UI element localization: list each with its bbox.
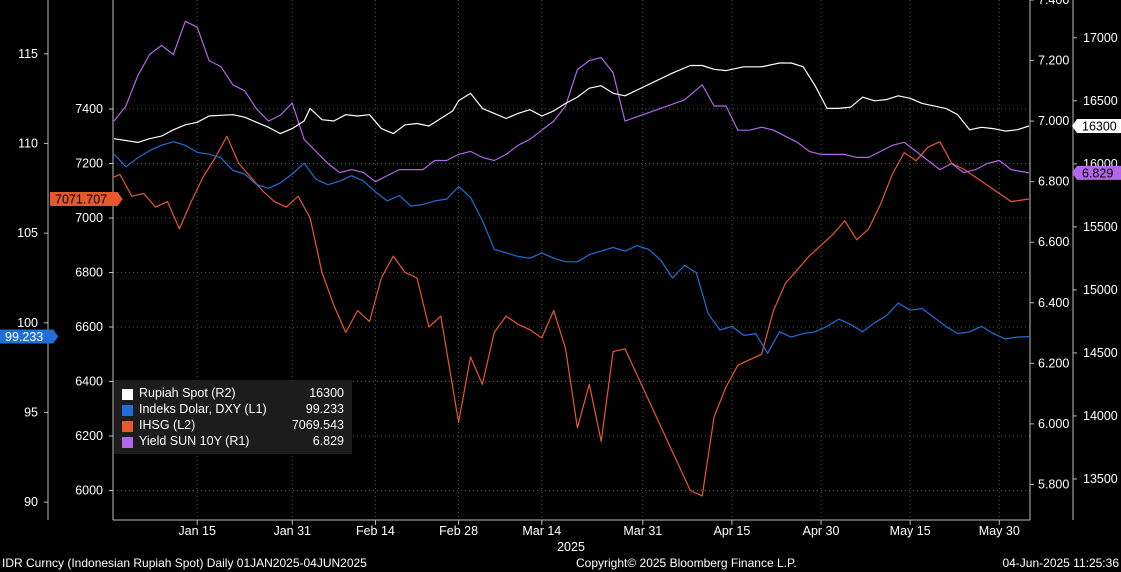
tick-label-l2: 7000 [75, 211, 103, 225]
last-value-tag: 6.829 [1072, 165, 1121, 180]
tick-label-l2: 6800 [75, 266, 103, 280]
tick-label-x: Apr 30 [803, 524, 840, 538]
chart-footer: IDR Curncy (Indonesian Rupiah Spot) Dail… [0, 555, 1121, 572]
tick-label-x: May 30 [979, 524, 1020, 538]
chart-series [113, 20, 1030, 497]
tick-label-l2: 7200 [75, 157, 103, 171]
tick-label-r2: 14000 [1083, 409, 1118, 423]
last-value-tag-shape [0, 329, 59, 344]
tick-label-l2: 6000 [75, 484, 103, 498]
legend-label: Rupiah Spot (R2) [139, 386, 236, 400]
tick-label-x: Mar 31 [623, 524, 662, 538]
last-value-tag-text: 16300 [1082, 120, 1117, 134]
legend-value: 99.233 [305, 402, 344, 416]
tick-label-x: Jan 15 [178, 524, 216, 538]
last-value-tag: 7071.707 [50, 192, 123, 207]
legend-swatch [122, 389, 133, 400]
legend-value: 16300 [309, 386, 344, 400]
tick-label-l1: 110 [18, 136, 38, 150]
tick-label-r1: 6.000 [1038, 417, 1069, 431]
tick-label-x: Feb 28 [439, 524, 478, 538]
legend-item-dxy: Indeks Dolar, DXY (L1) 99.233 [122, 402, 350, 418]
tick-label-l2: 7400 [75, 102, 103, 116]
legend-value: 7069.543 [291, 418, 344, 432]
tick-label-r2: 17000 [1083, 31, 1118, 45]
series-line-rupiah-spot-r2 [113, 62, 1030, 143]
series-line-ihsg-l2 [113, 135, 1030, 497]
tick-label-x: Apr 15 [714, 524, 751, 538]
chart-axes: 90 95 100 105 110 115 6000 6200 6400 6600 6800 7000… [17, 0, 1118, 554]
legend-item-ihsg: IHSG (L2) 7069.543 [122, 418, 350, 434]
tick-label-r1: 7.400 [1038, 0, 1069, 7]
tick-label-r2: 14500 [1083, 346, 1118, 360]
legend-label: Yield SUN 10Y (R1) [139, 434, 250, 448]
footer-security-info: IDR Curncy (Indonesian Rupiah Spot) Dail… [2, 556, 367, 570]
tick-label-l1: 95 [24, 405, 38, 419]
series-line-indeks-dolar-dxy-l1 [113, 141, 1030, 354]
last-value-tag-shape [1072, 165, 1121, 180]
tick-label-l1: 90 [24, 495, 38, 509]
last-value-tag-shape [1072, 119, 1121, 134]
tick-label-l2: 6400 [75, 375, 103, 389]
last-value-tag-text: 99.233 [5, 330, 43, 344]
last-value-tag: 16300 [1072, 119, 1121, 134]
tick-label-x: Jan 31 [273, 524, 311, 538]
tick-label-l2: 6600 [75, 320, 103, 334]
tick-label-l1: 100 [17, 316, 38, 330]
x-axis-year-label: 2025 [557, 540, 585, 554]
tick-label-l1: 115 [18, 47, 38, 61]
footer-timestamp: 04-Jun-2025 11:25:36 [1002, 556, 1119, 570]
tick-label-r2: 16500 [1083, 94, 1118, 108]
tick-label-r1: 7.000 [1038, 114, 1069, 128]
tick-label-x: Feb 14 [356, 524, 395, 538]
legend-item-rupiah-spot: Rupiah Spot (R2) 16300 [122, 386, 350, 402]
tick-label-l1: 105 [17, 226, 38, 240]
legend-value: 6.829 [312, 434, 344, 448]
legend-swatch [122, 405, 133, 416]
last-value-tag: 99.233 [0, 329, 59, 344]
tick-label-r2: 15000 [1083, 283, 1118, 297]
tick-label-r2: 13500 [1083, 472, 1118, 486]
tick-label-r1: 6.200 [1038, 356, 1069, 370]
chart-legend: Rupiah Spot (R2) 16300 Indeks Dolar, DXY… [114, 380, 352, 454]
chart-grid [113, 0, 1030, 520]
tick-label-r2: 15500 [1083, 220, 1118, 234]
last-value-tags: 16300 6.829 7071.707 99.233 [0, 119, 1121, 344]
series-line-yield-sun-10y-r1 [113, 20, 1030, 183]
legend-label: Indeks Dolar, DXY (L1) [139, 402, 267, 416]
last-value-tag-text: 6.829 [1082, 166, 1113, 180]
legend-swatch [122, 437, 133, 448]
legend-item-yield-sun: Yield SUN 10Y (R1) 6.829 [122, 434, 350, 450]
legend-swatch [122, 421, 133, 432]
tick-label-r1: 5.800 [1038, 477, 1069, 491]
legend-label: IHSG (L2) [139, 418, 196, 432]
tick-label-r1: 7.200 [1038, 54, 1069, 68]
last-value-tag-text: 7071.707 [55, 193, 107, 207]
tick-label-x: Mar 14 [522, 524, 561, 538]
tick-label-r1: 6.400 [1038, 296, 1069, 310]
last-value-tag-shape [50, 192, 123, 207]
tick-label-x: May 15 [890, 524, 931, 538]
tick-label-r1: 6.800 [1038, 175, 1069, 189]
tick-label-l2: 6200 [75, 429, 103, 443]
footer-copyright: Copyright© 2025 Bloomberg Finance L.P. [576, 556, 797, 570]
tick-label-r1: 6.600 [1038, 235, 1069, 249]
